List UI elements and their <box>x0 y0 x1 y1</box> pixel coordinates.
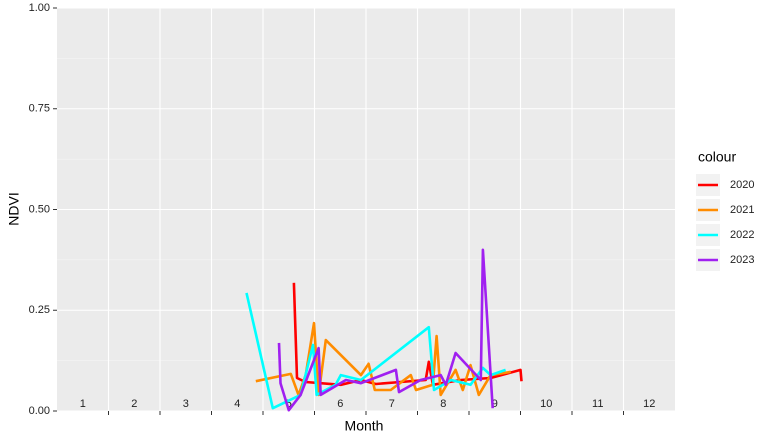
legend-label: 2023 <box>730 254 754 266</box>
y-tick-label: 0.25 <box>29 304 50 316</box>
month-label: 10 <box>540 398 552 410</box>
legend-label: 2020 <box>730 179 754 191</box>
series-line <box>277 248 494 412</box>
x-axis-title: Month <box>345 418 384 434</box>
month-label: 2 <box>131 398 137 410</box>
legend-title: colour <box>698 149 736 165</box>
month-label: 12 <box>643 398 655 410</box>
month-label: 8 <box>440 398 446 410</box>
legend-label: 2022 <box>730 229 754 241</box>
y-tick-label: 0.50 <box>29 203 50 215</box>
month-label: 11 <box>592 398 603 410</box>
month-label: 9 <box>492 398 498 410</box>
y-axis-title: NDVI <box>6 192 22 225</box>
month-label: 7 <box>389 398 395 410</box>
series-line <box>255 321 511 397</box>
y-tick-label: 0.00 <box>29 405 50 417</box>
month-label: 5 <box>286 398 292 410</box>
month-label: 3 <box>183 398 189 410</box>
y-tick-label: 1.00 <box>29 2 50 14</box>
month-label: 6 <box>337 398 343 410</box>
month-label: 1 <box>80 398 86 410</box>
series-line <box>245 292 507 410</box>
month-label: 4 <box>234 398 240 410</box>
y-tick-label: 0.75 <box>29 103 50 115</box>
legend-label: 2021 <box>730 204 754 216</box>
